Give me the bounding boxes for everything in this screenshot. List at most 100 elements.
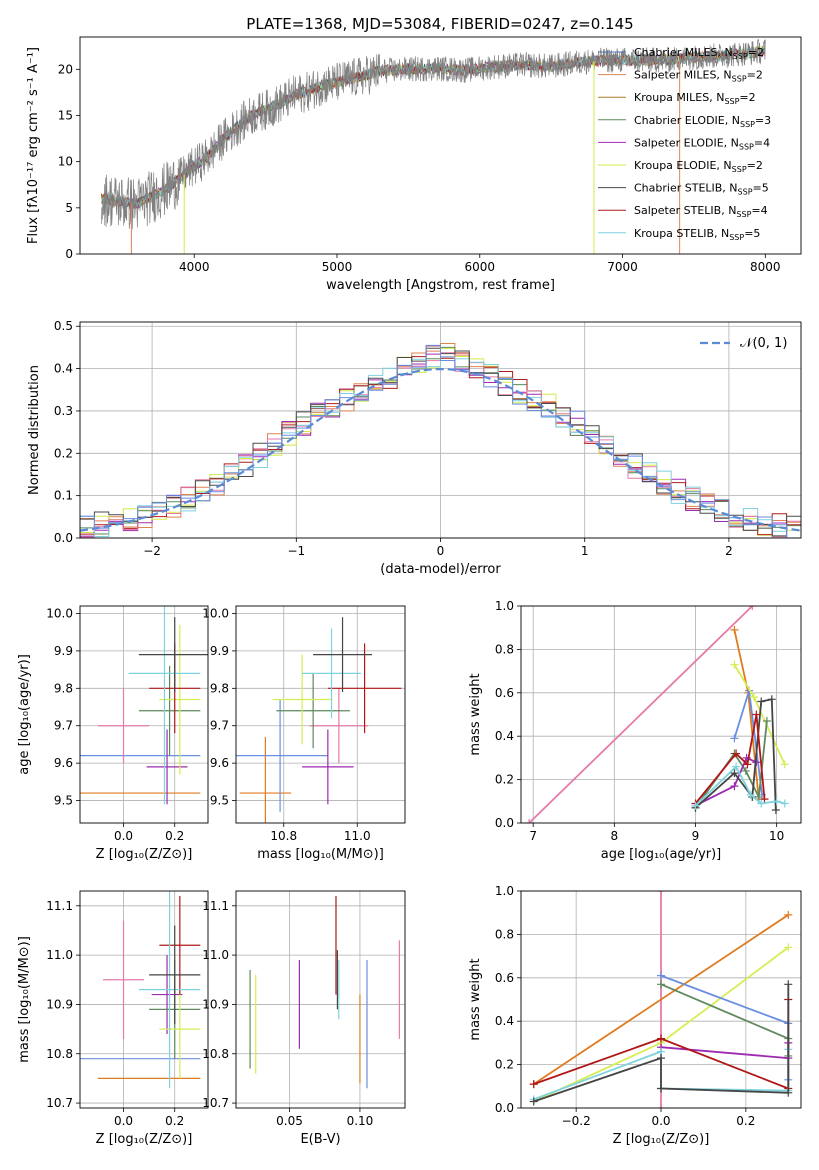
y-axis-label: mass weight [468, 958, 483, 1040]
data-point [529, 1097, 538, 1106]
spectrum-lines [101, 38, 766, 254]
axes-frame [235, 890, 406, 1109]
error-bars [236, 617, 402, 823]
y-tick-label: 1.0 [495, 884, 514, 898]
mass-weight-vs-age-panel: 7 8 9 10 0.0 0.2 0.4 0.6 0.8 1.0 age [log₁₀(age/yr… [468, 599, 802, 862]
x-tick-label: −2 [143, 544, 161, 558]
x-tick-label: −0.2 [562, 1114, 591, 1128]
y-tick-label: 20 [58, 62, 73, 76]
mass-weight-vs-metallicity-panel: −0.2 0.0 0.2 0.0 0.2 0.4 0.6 0.8 1.0 Z [log₁₀(Z/Z… [468, 884, 802, 1147]
data-point [657, 1084, 665, 1093]
mass-vs-metallicity-panel: 0.0 0.2 10.7 10.8 10.9 11.0 11.1 Z [log₁₀(Z/Z⊙)… [17, 890, 209, 1147]
y-tick-label: 0.0 [54, 531, 73, 545]
y-tick-label: 0.2 [495, 773, 514, 787]
y-tick-label: 1.0 [495, 599, 514, 613]
x-tick-label: 10.8 [270, 829, 297, 843]
axes-frame [520, 890, 802, 1109]
series-line [694, 698, 777, 811]
x-tick-label: 0.2 [165, 1114, 184, 1128]
x-tick-label: 0.0 [651, 1114, 670, 1128]
data-point [749, 693, 758, 702]
y-tick-label: 0.3 [54, 404, 73, 418]
axes-frame [79, 605, 209, 824]
data-point [760, 795, 769, 804]
data-point [771, 805, 780, 814]
series-line [695, 756, 757, 807]
y-tick-label: 15 [58, 108, 73, 122]
x-tick-label: 9 [692, 829, 700, 843]
x-tick-label: 6000 [464, 260, 495, 274]
data-point [748, 606, 757, 610]
data-point [757, 697, 766, 706]
data-point [752, 710, 761, 719]
y-tick-label: 0.4 [495, 729, 514, 743]
data-point [657, 1054, 665, 1063]
data-point [784, 910, 793, 919]
y-tick-label: 11.1 [46, 899, 73, 913]
series-line [533, 914, 789, 1085]
legend-label: Salpeter STELIB, NSSP=4 [634, 204, 768, 219]
x-tick-label: 0.0 [114, 829, 133, 843]
age-vs-metallicity-panel: 0.0 0.2 9.5 9.6 9.7 9.8 9.9 10.0 Z [log₁₀(Z/Z⊙)]… [17, 605, 209, 862]
y-axis-label: mass weight [468, 673, 483, 755]
histograms [80, 343, 801, 538]
data-point [780, 760, 789, 769]
weight-lines [525, 606, 789, 823]
y-tick-label: 0.4 [54, 362, 73, 376]
data-point [772, 797, 781, 806]
data-point [732, 749, 741, 758]
y-tick-label: 10.7 [46, 1096, 73, 1110]
data-point [730, 769, 739, 778]
x-tick-label: 0.0 [114, 1114, 133, 1128]
x-tick-label: 0.2 [165, 829, 184, 843]
observed-spectrum-line [101, 38, 766, 230]
x-tick-label: −1 [287, 544, 305, 558]
age-vs-mass-panel: 10.8 11.0 9.5 9.6 9.7 9.8 9.9 10.0 mass [log₁₀(M… [202, 605, 406, 862]
x-axis-label: age [log₁₀(age/yr)] [601, 847, 722, 862]
y-tick-label: 9.7 [54, 719, 73, 733]
y-tick-label: 9.5 [54, 794, 73, 808]
data-point [732, 762, 741, 771]
y-tick-label: 10.0 [46, 606, 73, 620]
x-tick-label: 7 [529, 829, 537, 843]
y-tick-label: 0.1 [54, 489, 73, 503]
x-axis-label: Z [log₁₀(Z/Z⊙)] [96, 847, 193, 862]
error-bars [80, 891, 201, 1089]
x-tick-label: 0 [437, 544, 445, 558]
y-tick-label: 9.9 [210, 644, 229, 658]
y-tick-label: 9.6 [54, 756, 73, 770]
y-tick-label: 9.6 [210, 756, 229, 770]
x-axis-label: mass [log₁₀(M/M⊙)] [257, 847, 384, 862]
data-point [784, 943, 793, 952]
data-point [767, 695, 776, 704]
x-tick-label: 11.0 [344, 829, 371, 843]
x-tick-label: 1 [581, 544, 589, 558]
axes-frame [520, 605, 802, 824]
y-tick-label: 11.1 [202, 899, 229, 913]
legend-label: Kroupa ELODIE, NSSP=2 [634, 159, 763, 174]
legend-label: Kroupa MILES, NSSP=2 [634, 91, 756, 106]
figure-title: PLATE=1368, MJD=53084, FIBERID=0247, z=0… [246, 15, 633, 33]
x-tick-label: 7000 [607, 260, 638, 274]
x-tick-label: 0.2 [736, 1114, 755, 1128]
error-bars [249, 895, 400, 1089]
x-tick-label: 4000 [179, 260, 210, 274]
y-tick-label: 0.8 [495, 927, 514, 941]
legend-label: Salpeter ELODIE, NSSP=4 [634, 136, 770, 151]
data-point [762, 717, 771, 726]
legend-label: Kroupa STELIB, NSSP=5 [634, 227, 760, 242]
y-tick-label: 10.8 [202, 1047, 229, 1061]
x-axis-label: wavelength [Angstrom, rest frame] [326, 278, 555, 293]
legend-label: Chabrier ELODIE, NSSP=3 [634, 114, 771, 129]
y-tick-label: 9.7 [210, 719, 229, 733]
data-point [784, 980, 793, 989]
y-axis-label: Normed distribution [27, 365, 42, 495]
x-tick-label: 10 [769, 829, 784, 843]
axes-frame [79, 890, 209, 1109]
y-tick-label: 9.8 [210, 681, 229, 695]
y-tick-label: 9.8 [54, 681, 73, 695]
data-point [657, 891, 665, 895]
series-line [528, 606, 753, 823]
y-tick-label: 0.4 [495, 1014, 514, 1028]
